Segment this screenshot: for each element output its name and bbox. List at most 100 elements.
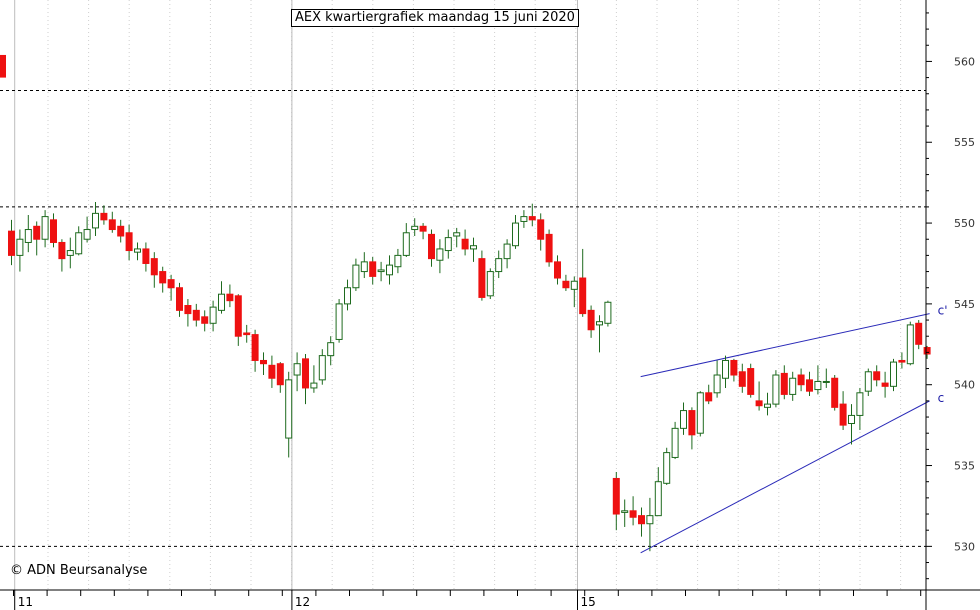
candle <box>41 210 49 248</box>
candle-body <box>638 515 645 525</box>
candle <box>276 362 284 393</box>
candle <box>33 221 41 256</box>
candle-body <box>276 363 284 386</box>
candle-body <box>226 293 234 302</box>
candle-body <box>302 358 309 389</box>
candle <box>604 300 612 327</box>
candle-body <box>419 225 427 232</box>
candle-body <box>520 216 528 222</box>
candle <box>117 219 125 243</box>
candle <box>218 281 225 314</box>
trendline-label: c <box>938 391 945 405</box>
candle <box>881 371 889 398</box>
candle <box>629 496 637 526</box>
candle <box>268 355 276 388</box>
x-date-label: 12 <box>295 595 310 609</box>
candle-body <box>209 306 217 324</box>
candle <box>722 355 729 388</box>
candle-layer <box>0 54 931 552</box>
candle <box>747 363 755 398</box>
candle-body <box>604 301 612 324</box>
candle <box>58 239 66 272</box>
candle-body <box>234 295 242 337</box>
candle <box>831 375 839 411</box>
y-tick-label: 530 <box>954 540 975 553</box>
candle-body <box>192 309 200 321</box>
candle-body <box>881 382 889 387</box>
candle-body <box>587 309 595 331</box>
candle-body <box>285 379 293 439</box>
candle <box>8 219 15 266</box>
candle <box>814 365 822 395</box>
candle <box>293 352 301 392</box>
candle-body <box>66 250 74 256</box>
candle-body <box>696 392 704 434</box>
candle <box>16 229 24 272</box>
candle-body <box>176 287 183 311</box>
trendline <box>640 313 930 378</box>
candle <box>243 324 251 343</box>
candle-body <box>453 232 461 237</box>
candle-body <box>108 219 116 231</box>
candle <box>318 349 326 385</box>
candle-body <box>428 233 435 260</box>
candle-body <box>864 371 872 392</box>
candle-body <box>142 248 150 264</box>
candle-body <box>411 225 419 231</box>
candle-body <box>24 229 32 243</box>
y-tick-label: 550 <box>954 217 975 230</box>
candle <box>856 387 864 430</box>
candle <box>612 472 620 531</box>
candle-body <box>486 271 494 297</box>
candle-body <box>33 225 41 240</box>
candle <box>755 381 763 411</box>
candle <box>528 203 536 227</box>
candle <box>495 250 503 279</box>
candle <box>226 284 234 308</box>
candle <box>797 368 805 392</box>
candle-body <box>906 324 914 365</box>
candle-body <box>50 219 57 243</box>
candle-body <box>806 379 813 392</box>
candle <box>789 371 797 401</box>
candle-body <box>503 243 511 260</box>
candle-body <box>512 222 519 247</box>
trendline <box>640 400 930 554</box>
candle <box>730 358 738 382</box>
candle <box>184 299 192 327</box>
candle-body <box>839 403 847 426</box>
candle-body <box>461 238 469 250</box>
candle <box>260 352 267 376</box>
candle-body <box>58 241 66 260</box>
x-date-label: 11 <box>18 595 33 609</box>
candle-body <box>562 280 570 289</box>
candle <box>428 229 435 267</box>
candle <box>663 447 671 485</box>
candle <box>209 300 217 332</box>
copyright-credit: © ADN Beursanalyse <box>10 563 148 578</box>
candle-body <box>646 515 654 525</box>
candle-body <box>890 361 897 387</box>
candle-body <box>369 261 377 277</box>
candle <box>780 365 788 400</box>
candle <box>50 213 57 248</box>
candle <box>562 274 570 291</box>
candle-body <box>923 347 931 355</box>
candle-body <box>344 287 351 305</box>
candle <box>285 371 293 458</box>
candle-body <box>688 410 696 436</box>
candle-body <box>150 258 158 276</box>
candle-body <box>352 264 360 289</box>
candle-body <box>528 216 536 221</box>
candle <box>134 242 141 261</box>
candle-body <box>293 363 301 376</box>
candle <box>327 336 335 366</box>
candle <box>201 310 209 332</box>
candle-body <box>579 277 587 315</box>
candle <box>419 223 427 240</box>
candle <box>654 467 662 517</box>
candle <box>713 360 721 398</box>
candle <box>125 224 133 261</box>
candle <box>402 223 410 258</box>
